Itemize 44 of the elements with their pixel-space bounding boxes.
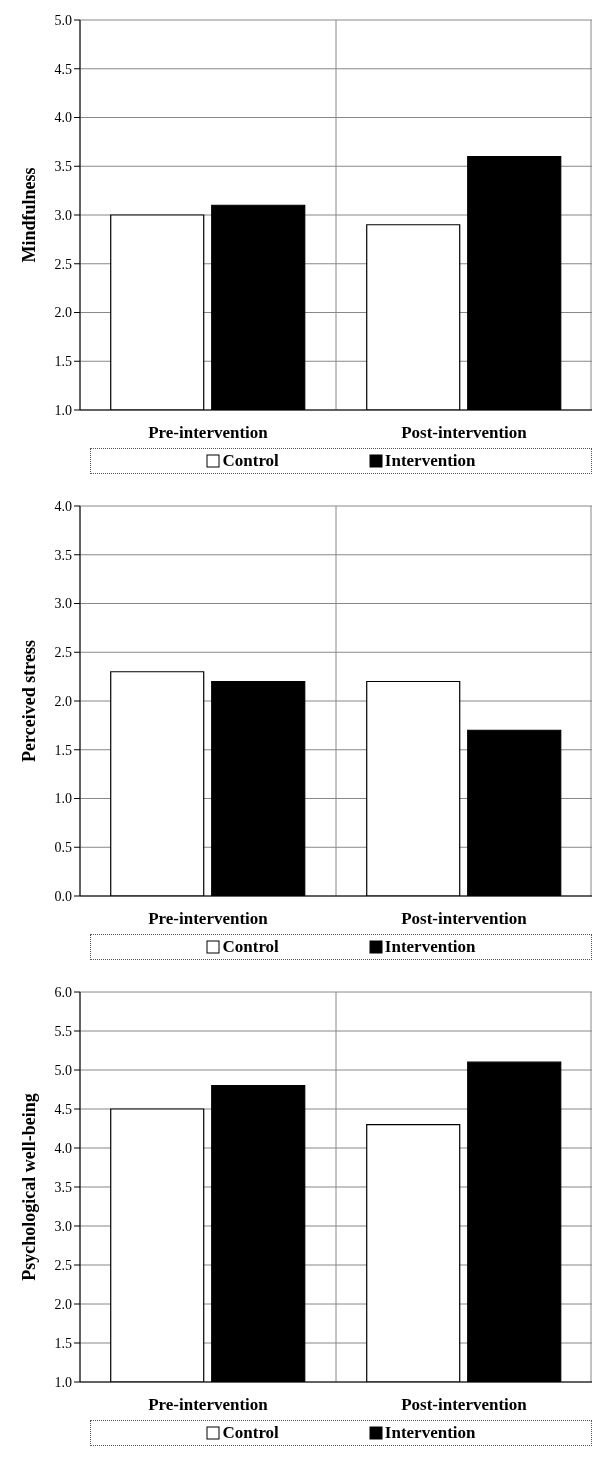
- y-tick-label: 3.0: [54, 596, 72, 612]
- y-tick-label: 2.5: [54, 256, 72, 272]
- y-tick-label: 2.5: [54, 645, 72, 661]
- legend-label: Control: [221, 1423, 279, 1443]
- y-tick-label: 4.5: [54, 1101, 72, 1117]
- y-tick-label: 2.0: [54, 1296, 72, 1312]
- legend-label: Intervention: [383, 451, 476, 471]
- y-tick-label: 3.5: [54, 547, 72, 563]
- x-tick-label: Pre-intervention: [148, 909, 269, 929]
- x-tick-label: Post-intervention: [401, 1395, 528, 1415]
- x-tick-label: Pre-intervention: [148, 1395, 269, 1415]
- y-tick-label: 5.0: [54, 12, 72, 28]
- y-tick-label: 4.0: [54, 1140, 72, 1156]
- y-tick-label: 5.5: [54, 1023, 72, 1039]
- y-axis-title: Perceived stress: [19, 640, 40, 762]
- y-tick-label: 3.0: [54, 207, 72, 223]
- y-tick-label: 3.5: [54, 159, 72, 175]
- y-tick-label: 1.0: [54, 402, 72, 418]
- y-tick-label: 2.0: [54, 693, 72, 709]
- y-axis-title: Psychological well-being: [19, 1093, 40, 1281]
- y-tick-label: 4.5: [54, 61, 72, 77]
- x-tick-label: Pre-intervention: [148, 423, 269, 443]
- y-tick-label: 1.5: [54, 354, 72, 370]
- legend-label: Intervention: [383, 937, 476, 957]
- y-tick-label: 0.5: [54, 840, 72, 856]
- y-tick-label: 4.0: [54, 110, 72, 126]
- y-tick-label: 1.0: [54, 791, 72, 807]
- y-tick-label: 1.0: [54, 1374, 72, 1390]
- y-tick-label: 0.0: [54, 888, 72, 904]
- x-tick-label: Post-intervention: [401, 909, 528, 929]
- y-tick-label: 3.5: [54, 1179, 72, 1195]
- y-tick-label: 4.0: [54, 498, 72, 514]
- y-tick-label: 2.0: [54, 305, 72, 321]
- y-tick-label: 2.5: [54, 1257, 72, 1273]
- legend-label: Control: [221, 451, 279, 471]
- y-tick-label: 3.0: [54, 1218, 72, 1234]
- y-axis-title: Mindfulness: [19, 167, 40, 263]
- y-tick-label: 5.0: [54, 1062, 72, 1078]
- y-tick-label: 1.5: [54, 742, 72, 758]
- legend-label: Control: [221, 937, 279, 957]
- y-tick-label: 1.5: [54, 1335, 72, 1351]
- x-tick-label: Post-intervention: [401, 423, 528, 443]
- y-tick-label: 6.0: [54, 984, 72, 1000]
- legend-label: Intervention: [383, 1423, 476, 1443]
